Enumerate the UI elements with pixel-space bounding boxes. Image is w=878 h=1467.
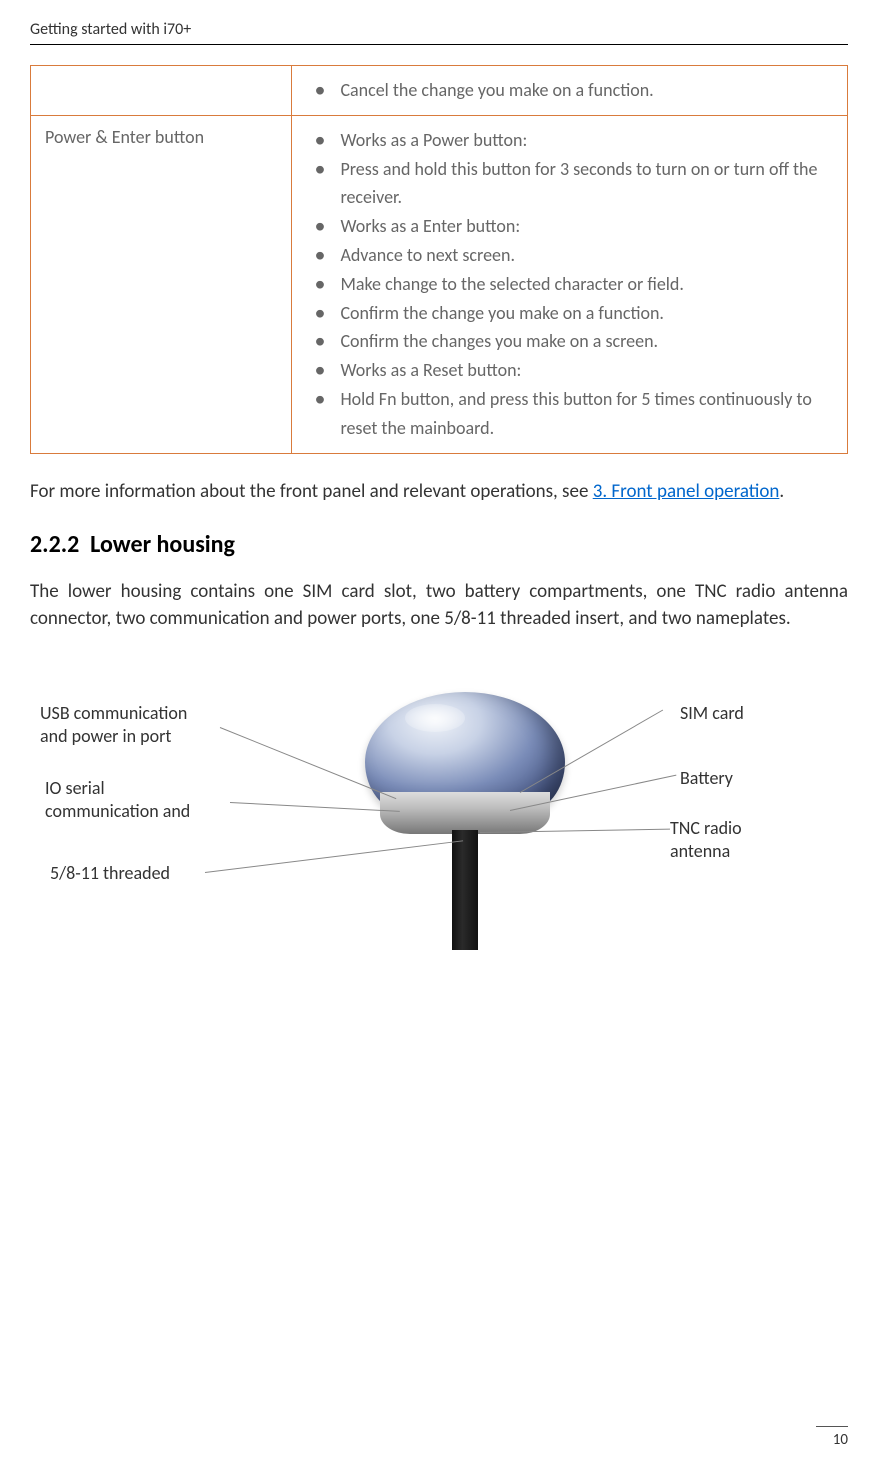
label-threaded: 5/8-11 threaded xyxy=(50,862,170,885)
label-battery: Battery xyxy=(680,767,733,790)
label-usb-port: USB communication and power in port xyxy=(40,702,187,747)
section-title: Lower housing xyxy=(90,530,235,559)
label-tnc-antenna: TNC radio antenna xyxy=(670,817,742,862)
list-item: Advance to next screen. xyxy=(314,241,833,270)
button-desc-cell: Works as a Power button: Press and hold … xyxy=(292,115,848,453)
list-item: Make change to the selected character or… xyxy=(314,270,833,299)
table-row: Power & Enter button Works as a Power bu… xyxy=(31,115,848,453)
label-io-serial: IO serial communication and xyxy=(45,777,190,822)
label-sim-card: SIM card xyxy=(680,702,744,725)
device-stem xyxy=(452,830,478,950)
button-desc-cell: Cancel the change you make on a function… xyxy=(292,66,848,116)
button-functions-table: Cancel the change you make on a function… xyxy=(30,65,848,454)
link-front-panel-operation[interactable]: 3. Front panel operation xyxy=(593,480,780,503)
device-base xyxy=(380,792,550,834)
button-label-cell: Power & Enter button xyxy=(31,115,292,453)
list-item: Press and hold this button for 3 seconds… xyxy=(314,155,833,213)
list-item: Works as a Power button: xyxy=(314,126,833,155)
page-header: Getting started with i70+ xyxy=(30,20,848,45)
table-row: Cancel the change you make on a function… xyxy=(31,66,848,116)
page-number: 10 xyxy=(816,1426,848,1449)
button-label-cell-empty xyxy=(31,66,292,116)
list-item: Confirm the changes you make on a screen… xyxy=(314,327,833,356)
lower-housing-diagram: USB communication and power in port IO s… xyxy=(30,672,848,992)
list-item: Confirm the change you make on a functio… xyxy=(314,299,833,328)
info-paragraph: For more information about the front pan… xyxy=(30,479,848,506)
device-illustration xyxy=(350,692,580,942)
section-number: 2.2.2 xyxy=(30,530,79,559)
list-item: Cancel the change you make on a function… xyxy=(314,76,833,105)
list-item: Works as a Enter button: xyxy=(314,212,833,241)
header-title: Getting started with i70+ xyxy=(30,20,191,39)
section-heading-lower-housing: 2.2.2 Lower housing xyxy=(30,530,848,559)
para1-post: . xyxy=(779,480,784,503)
list-item: Hold Fn button, and press this button fo… xyxy=(314,385,833,443)
list-item: Works as a Reset button: xyxy=(314,356,833,385)
lower-housing-description: The lower housing contains one SIM card … xyxy=(30,579,848,632)
para1-pre: For more information about the front pan… xyxy=(30,480,593,503)
